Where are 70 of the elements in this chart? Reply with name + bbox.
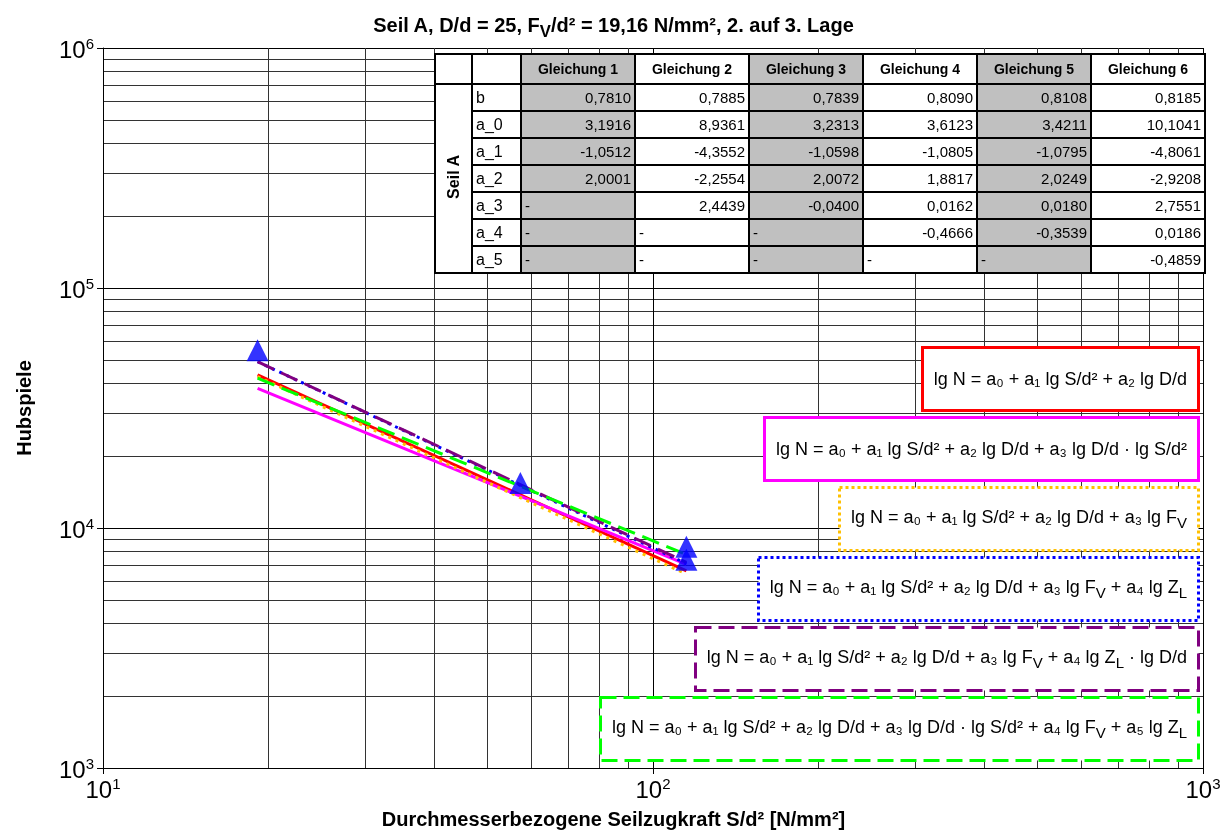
annotation: - (521, 219, 635, 246)
annotation: 2,0001 (521, 165, 635, 192)
annotation: 0,0180 (977, 192, 1091, 219)
annotation: 3,2313 (749, 111, 863, 138)
annotation: 0,7810 (521, 84, 635, 111)
annotation: Gleichung 3 (749, 54, 863, 84)
annotation: -1,0512 (521, 138, 635, 165)
text: lg N = a₀ + a₁ lg S/d² + a₂ lg D/d (933, 368, 1187, 390)
annotation: 3,4211 (977, 111, 1091, 138)
annotation: Seil A (444, 155, 463, 199)
y-axis-title: Hubspiele (12, 360, 36, 456)
annotation: -0,0400 (749, 192, 863, 219)
annotation: a_0 (472, 111, 521, 138)
annotation: 0,8090 (863, 84, 977, 111)
text: lg N = a₀ + a₁ lg S/d² + a₂ lg D/d + a₃ lg D/d · lg S/d² + a₄ lg F$_{V}$ + a₅ lg Z$_{L}$ (611, 717, 1187, 741)
x-tick-label: 10$^{3}$ (1185, 775, 1221, 803)
annotation: a_2 (472, 165, 521, 192)
annotation: a_5 (472, 246, 521, 273)
annotation: -0,4859 (1091, 246, 1205, 273)
annotation: Gleichung 6 (1091, 54, 1205, 84)
text: lg N = a₀ + a₁ lg S/d² + a₂ lg D/d + a₃ lg F$_{V}$ + a₄ lg Z$_{L}$ (769, 577, 1187, 601)
annotation: - (635, 219, 749, 246)
annotation: 0,0186 (1091, 219, 1205, 246)
annotation: Gleichung 4 (863, 54, 977, 84)
annotation: - (977, 246, 1091, 273)
y-tick-label: 10$^{5}$ (58, 275, 94, 304)
annotation: 8,9361 (635, 111, 749, 138)
chart-title: Seil A, D/d = 25, F$_{V}$/d² = 19,16 N/mm², 2. auf 3. Lage (373, 14, 854, 41)
annotation: 1,8817 (863, 165, 977, 192)
annotation: -0,3539 (977, 219, 1091, 246)
annotation: 0,0162 (863, 192, 977, 219)
annotation: Gleichung 1 (521, 54, 635, 84)
annotation: -2,2554 (635, 165, 749, 192)
annotation: a_1 (472, 138, 521, 165)
annotation: -2,9208 (1091, 165, 1205, 192)
annotation: 0,8108 (977, 84, 1091, 111)
annotation: -4,3552 (635, 138, 749, 165)
text: lg N = a₀ + a₁ lg S/d² + a₂ lg D/d + a₃ lg F$_{V}$ (850, 507, 1187, 531)
x-axis-title: Durchmesserbezogene Seilzugkraft S/d² [N/mm²] (380, 808, 847, 831)
annotation: 3,6123 (863, 111, 977, 138)
annotation: 2,4439 (635, 192, 749, 219)
annotation: -1,0598 (749, 138, 863, 165)
annotation: -1,0805 (863, 138, 977, 165)
annotation: b (472, 84, 521, 111)
annotation: - (635, 246, 749, 273)
annotation: -1,0795 (977, 138, 1091, 165)
annotation: - (749, 219, 863, 246)
text: lg N = a₀ + a₁ lg S/d² + a₂ lg D/d + a₃ lg D/d · lg S/d² (775, 438, 1187, 460)
annotation: 0,8185 (1091, 84, 1205, 111)
annotation: Gleichung 2 (635, 54, 749, 84)
annotation: - (749, 246, 863, 273)
annotation: 2,0249 (977, 165, 1091, 192)
annotation: 3,1916 (521, 111, 635, 138)
annotation: 0,7839 (749, 84, 863, 111)
annotation: 0,7885 (635, 84, 749, 111)
annotation: -4,8061 (1091, 138, 1205, 165)
y-tick-label: 10$^{6}$ (58, 35, 94, 64)
annotation: Gleichung 5 (977, 54, 1091, 84)
x-tick-label: 10$^{2}$ (635, 775, 671, 803)
y-tick-label: 10$^{4}$ (58, 515, 94, 544)
annotation: a_3 (472, 192, 521, 219)
annotation: -0,4666 (863, 219, 977, 246)
annotation: - (521, 192, 635, 219)
annotation: - (863, 246, 977, 273)
annotation: 2,0072 (749, 165, 863, 192)
text: lg N = a₀ + a₁ lg S/d² + a₂ lg D/d + a₃ lg F$_{V}$ + a₄ lg Z$_{L}$ · lg D/d (706, 647, 1187, 671)
annotation: 2,7551 (1091, 192, 1205, 219)
annotation: - (521, 246, 635, 273)
annotation: 10,1041 (1091, 111, 1205, 138)
annotation: a_4 (472, 219, 521, 246)
